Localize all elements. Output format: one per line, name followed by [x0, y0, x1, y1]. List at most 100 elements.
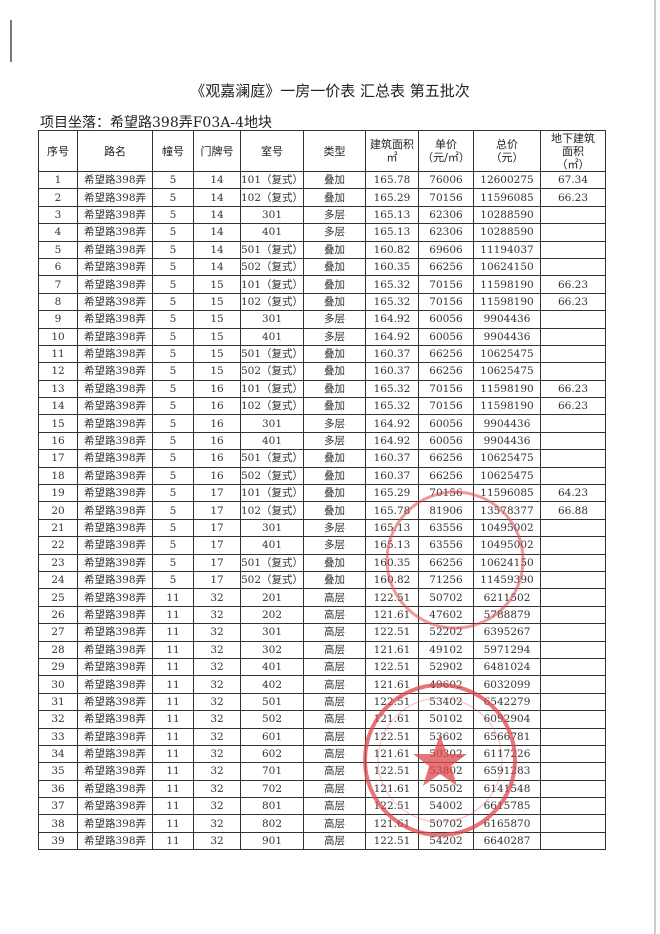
cell-door: 32	[193, 657, 241, 677]
table-row: 2 希望路398弄 5 14 102（复式） 叠加 165.29 70156 11596085 6…	[38, 188, 606, 207]
cell-type: 叠加	[303, 240, 366, 259]
cell-door: 14	[193, 257, 241, 277]
table-row: 12 希望路398弄 5 15 502（复式） 叠加 160.37 66256 10625475	[38, 362, 606, 381]
cell-room: 301	[240, 414, 304, 433]
cell-road: 希望路398弄	[77, 205, 153, 225]
cell-door: 32	[193, 814, 241, 833]
table-row: 13 希望路398弄 5 16 101（复式） 叠加 165.32 70156 11598190…	[38, 379, 606, 399]
cell-road: 希望路398弄	[77, 710, 153, 729]
cell-room: 501（复式）	[240, 344, 304, 364]
cell-area: 122.51	[365, 831, 419, 851]
cell-type: 高层	[303, 605, 366, 625]
cell-road: 希望路398弄	[77, 223, 153, 242]
cell-room: 202	[240, 605, 304, 625]
table-row: 28 希望路398弄 11 32 302 高层 121.61 49102 5971294	[38, 640, 606, 659]
cell-room: 501（复式）	[240, 240, 304, 259]
cell-unit-price: 66256	[418, 466, 474, 486]
cell-total-price: 6141548	[473, 779, 541, 799]
cell-room: 502（复式）	[240, 466, 304, 486]
cell-basement-area: 64.23	[540, 484, 606, 503]
cell-door: 14	[193, 223, 241, 242]
cell-door: 17	[193, 501, 241, 520]
cell-door: 14	[193, 170, 241, 190]
cell-seq: 20	[38, 501, 78, 520]
cell-type: 叠加	[303, 570, 366, 590]
cell-unit-price: 54002	[418, 797, 474, 816]
cell-door: 32	[193, 831, 241, 851]
cell-room: 201	[240, 588, 304, 607]
cell-room: 601	[240, 727, 304, 746]
cell-building: 11	[152, 623, 194, 642]
cell-building: 5	[152, 223, 194, 242]
cell-room: 302	[240, 640, 304, 659]
cell-area: 122.51	[365, 797, 419, 816]
cell-total-price: 6092904	[473, 710, 541, 729]
cell-road: 希望路398弄	[77, 727, 153, 746]
cell-road: 希望路398弄	[77, 518, 153, 538]
table-row: 3 希望路398弄 5 14 301 多层 165.13 62306 10288590	[38, 205, 606, 225]
table-row: 18 希望路398弄 5 16 502（复式） 叠加 160.37 66256 10625475	[38, 466, 606, 486]
cell-road: 希望路398弄	[77, 327, 153, 346]
cell-total-price: 5971294	[473, 640, 541, 659]
cell-door: 15	[193, 292, 241, 312]
cell-total-price: 6591283	[473, 762, 541, 781]
cell-road: 希望路398弄	[77, 797, 153, 816]
cell-room: 301	[240, 205, 304, 225]
header-building: 幢号	[152, 130, 194, 172]
cell-area: 165.32	[365, 275, 419, 294]
table-row: 32 希望路398弄 11 32 502 高层 121.61 50102 6092904	[38, 710, 606, 729]
cell-area: 122.51	[365, 762, 419, 781]
cell-unit-price: 70156	[418, 275, 474, 294]
cell-unit-price: 54202	[418, 831, 474, 851]
cell-door: 32	[193, 797, 241, 816]
cell-type: 多层	[303, 327, 366, 346]
cell-total-price: 6640287	[473, 831, 541, 851]
cell-type: 多层	[303, 310, 366, 329]
cell-seq: 31	[38, 692, 78, 712]
cell-room: 102（复式）	[240, 397, 304, 416]
cell-road: 希望路398弄	[77, 466, 153, 486]
cell-total-price: 11598190	[473, 397, 541, 416]
cell-area: 164.92	[365, 327, 419, 346]
cell-area: 164.92	[365, 431, 419, 451]
cell-room: 401	[240, 223, 304, 242]
cell-room: 801	[240, 797, 304, 816]
cell-door: 32	[193, 779, 241, 799]
cell-building: 11	[152, 727, 194, 746]
cell-road: 希望路398弄	[77, 640, 153, 659]
cell-basement-area	[540, 727, 606, 746]
table-row: 4 希望路398弄 5 14 401 多层 165.13 62306 10288590	[38, 223, 606, 242]
cell-seq: 5	[38, 240, 78, 259]
cell-road: 希望路398弄	[77, 310, 153, 329]
cell-type: 多层	[303, 518, 366, 538]
cell-room: 501（复式）	[240, 449, 304, 468]
table-row: 9 希望路398弄 5 15 301 多层 164.92 60056 9904436	[38, 310, 606, 329]
cell-building: 5	[152, 414, 194, 433]
cell-type: 高层	[303, 675, 366, 694]
cell-seq: 34	[38, 744, 78, 764]
cell-type: 高层	[303, 814, 366, 833]
cell-seq: 10	[38, 327, 78, 346]
cell-basement-area	[540, 553, 606, 572]
cell-building: 11	[152, 797, 194, 816]
project-location: 项目坐落：希望路398弄F03A-4地块	[40, 115, 272, 131]
cell-total-price: 9904436	[473, 414, 541, 433]
cell-door: 16	[193, 397, 241, 416]
cell-unit-price: 53602	[418, 727, 474, 746]
cell-road: 希望路398弄	[77, 588, 153, 607]
cell-building: 5	[152, 466, 194, 486]
cell-basement-area	[540, 640, 606, 659]
cell-building: 11	[152, 710, 194, 729]
cell-door: 17	[193, 536, 241, 555]
cell-road: 希望路398弄	[77, 623, 153, 642]
cell-area: 121.61	[365, 605, 419, 625]
cell-seq: 11	[38, 344, 78, 364]
cell-basement-area	[540, 588, 606, 607]
cell-total-price: 6395267	[473, 623, 541, 642]
table-row: 22 希望路398弄 5 17 401 多层 165.13 63556 10495002	[38, 536, 606, 555]
cell-unit-price: 53402	[418, 692, 474, 712]
header-unit-price: 单价 （元/㎡）	[418, 130, 474, 172]
cell-road: 希望路398弄	[77, 397, 153, 416]
cell-type: 叠加	[303, 449, 366, 468]
